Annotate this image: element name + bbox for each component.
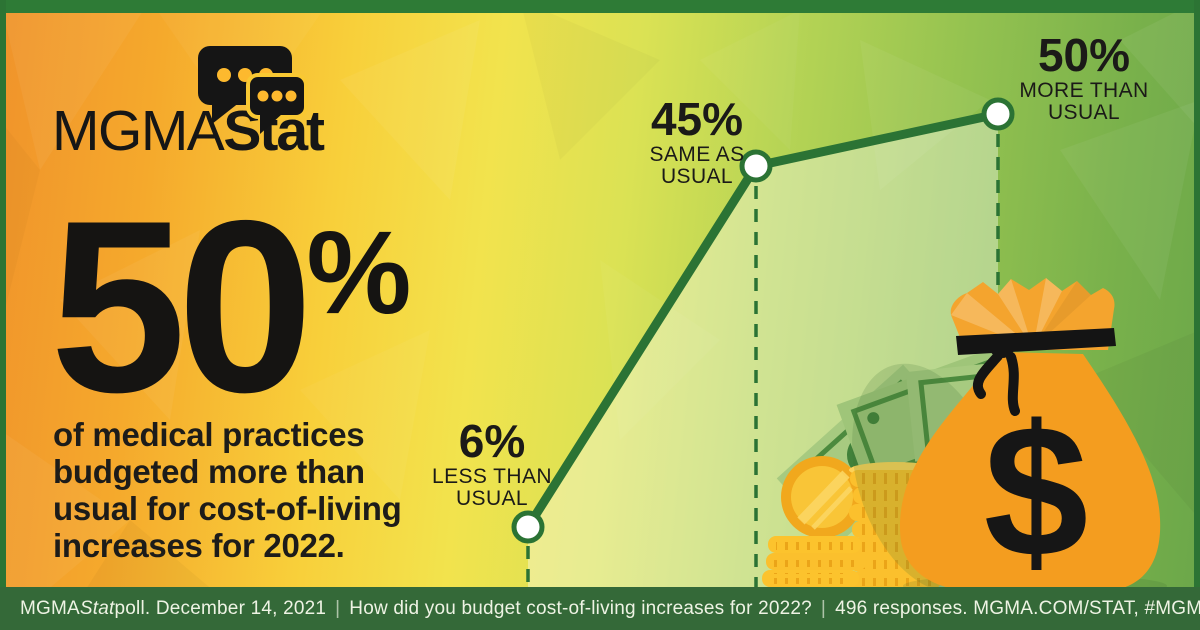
point-category: LESS THAN (432, 464, 552, 488)
point-category: USUAL (1047, 100, 1121, 124)
point-label-more-than-usual: 50% MORE THAN USUAL (994, 29, 1174, 124)
speech-bubbles-icon (198, 46, 308, 134)
data-point-less-than-usual (511, 510, 545, 544)
point-value: 50% (1037, 29, 1131, 81)
description-line: of medical practices (53, 416, 365, 453)
speech-bubble-small (246, 73, 308, 134)
data-point-more-than-usual (981, 97, 1015, 131)
point-value: 6% (458, 415, 526, 467)
description-line: increases for 2022. (53, 527, 345, 564)
footer-brand-stat: Stat (79, 597, 115, 619)
footer-separator: | (820, 597, 827, 619)
mgma-stat-logo: MGMAStat (52, 98, 325, 164)
description-line: budgeted more than (53, 453, 365, 490)
point-category: USUAL (455, 486, 529, 510)
footer-bar: MGMA Stat poll. December 14, 2021 | How … (0, 587, 1200, 630)
point-label-same-as-usual: 45% SAME AS USUAL (607, 93, 787, 188)
left-border (0, 0, 6, 630)
headline-description: of medical practices budgeted more than … (53, 416, 402, 564)
coin-icon (781, 456, 863, 538)
headline-percent-sign: % (306, 207, 412, 339)
footer-responses: 496 responses. MGMA.COM/STAT, #MGMASTAT (835, 597, 1200, 619)
description-line: usual for cost-of-living (53, 490, 402, 527)
bag-body (899, 352, 1161, 592)
headline-value: 50 (50, 169, 313, 443)
data-point-same-as-usual (739, 149, 773, 183)
footer-poll-info: poll. December 14, 2021 (114, 597, 327, 619)
top-border (0, 0, 1200, 13)
point-category: USUAL (660, 164, 734, 188)
logo-text-mgma: MGMA (52, 99, 225, 163)
point-category: MORE THAN (1019, 78, 1149, 102)
point-category: SAME AS (649, 142, 745, 166)
footer-question: How did you budget cost-of-living increa… (349, 597, 812, 619)
bag-rope-tie (956, 328, 1116, 416)
point-value: 45% (650, 93, 744, 145)
footer-brand: MGMA (20, 597, 80, 619)
dollar-sign-icon: $ (984, 386, 1089, 596)
point-label-less-than-usual: 6% LESS THAN USUAL (402, 415, 582, 510)
footer-separator: | (335, 597, 341, 619)
right-border (1194, 0, 1200, 630)
headline-stat: 50 % (50, 169, 412, 443)
